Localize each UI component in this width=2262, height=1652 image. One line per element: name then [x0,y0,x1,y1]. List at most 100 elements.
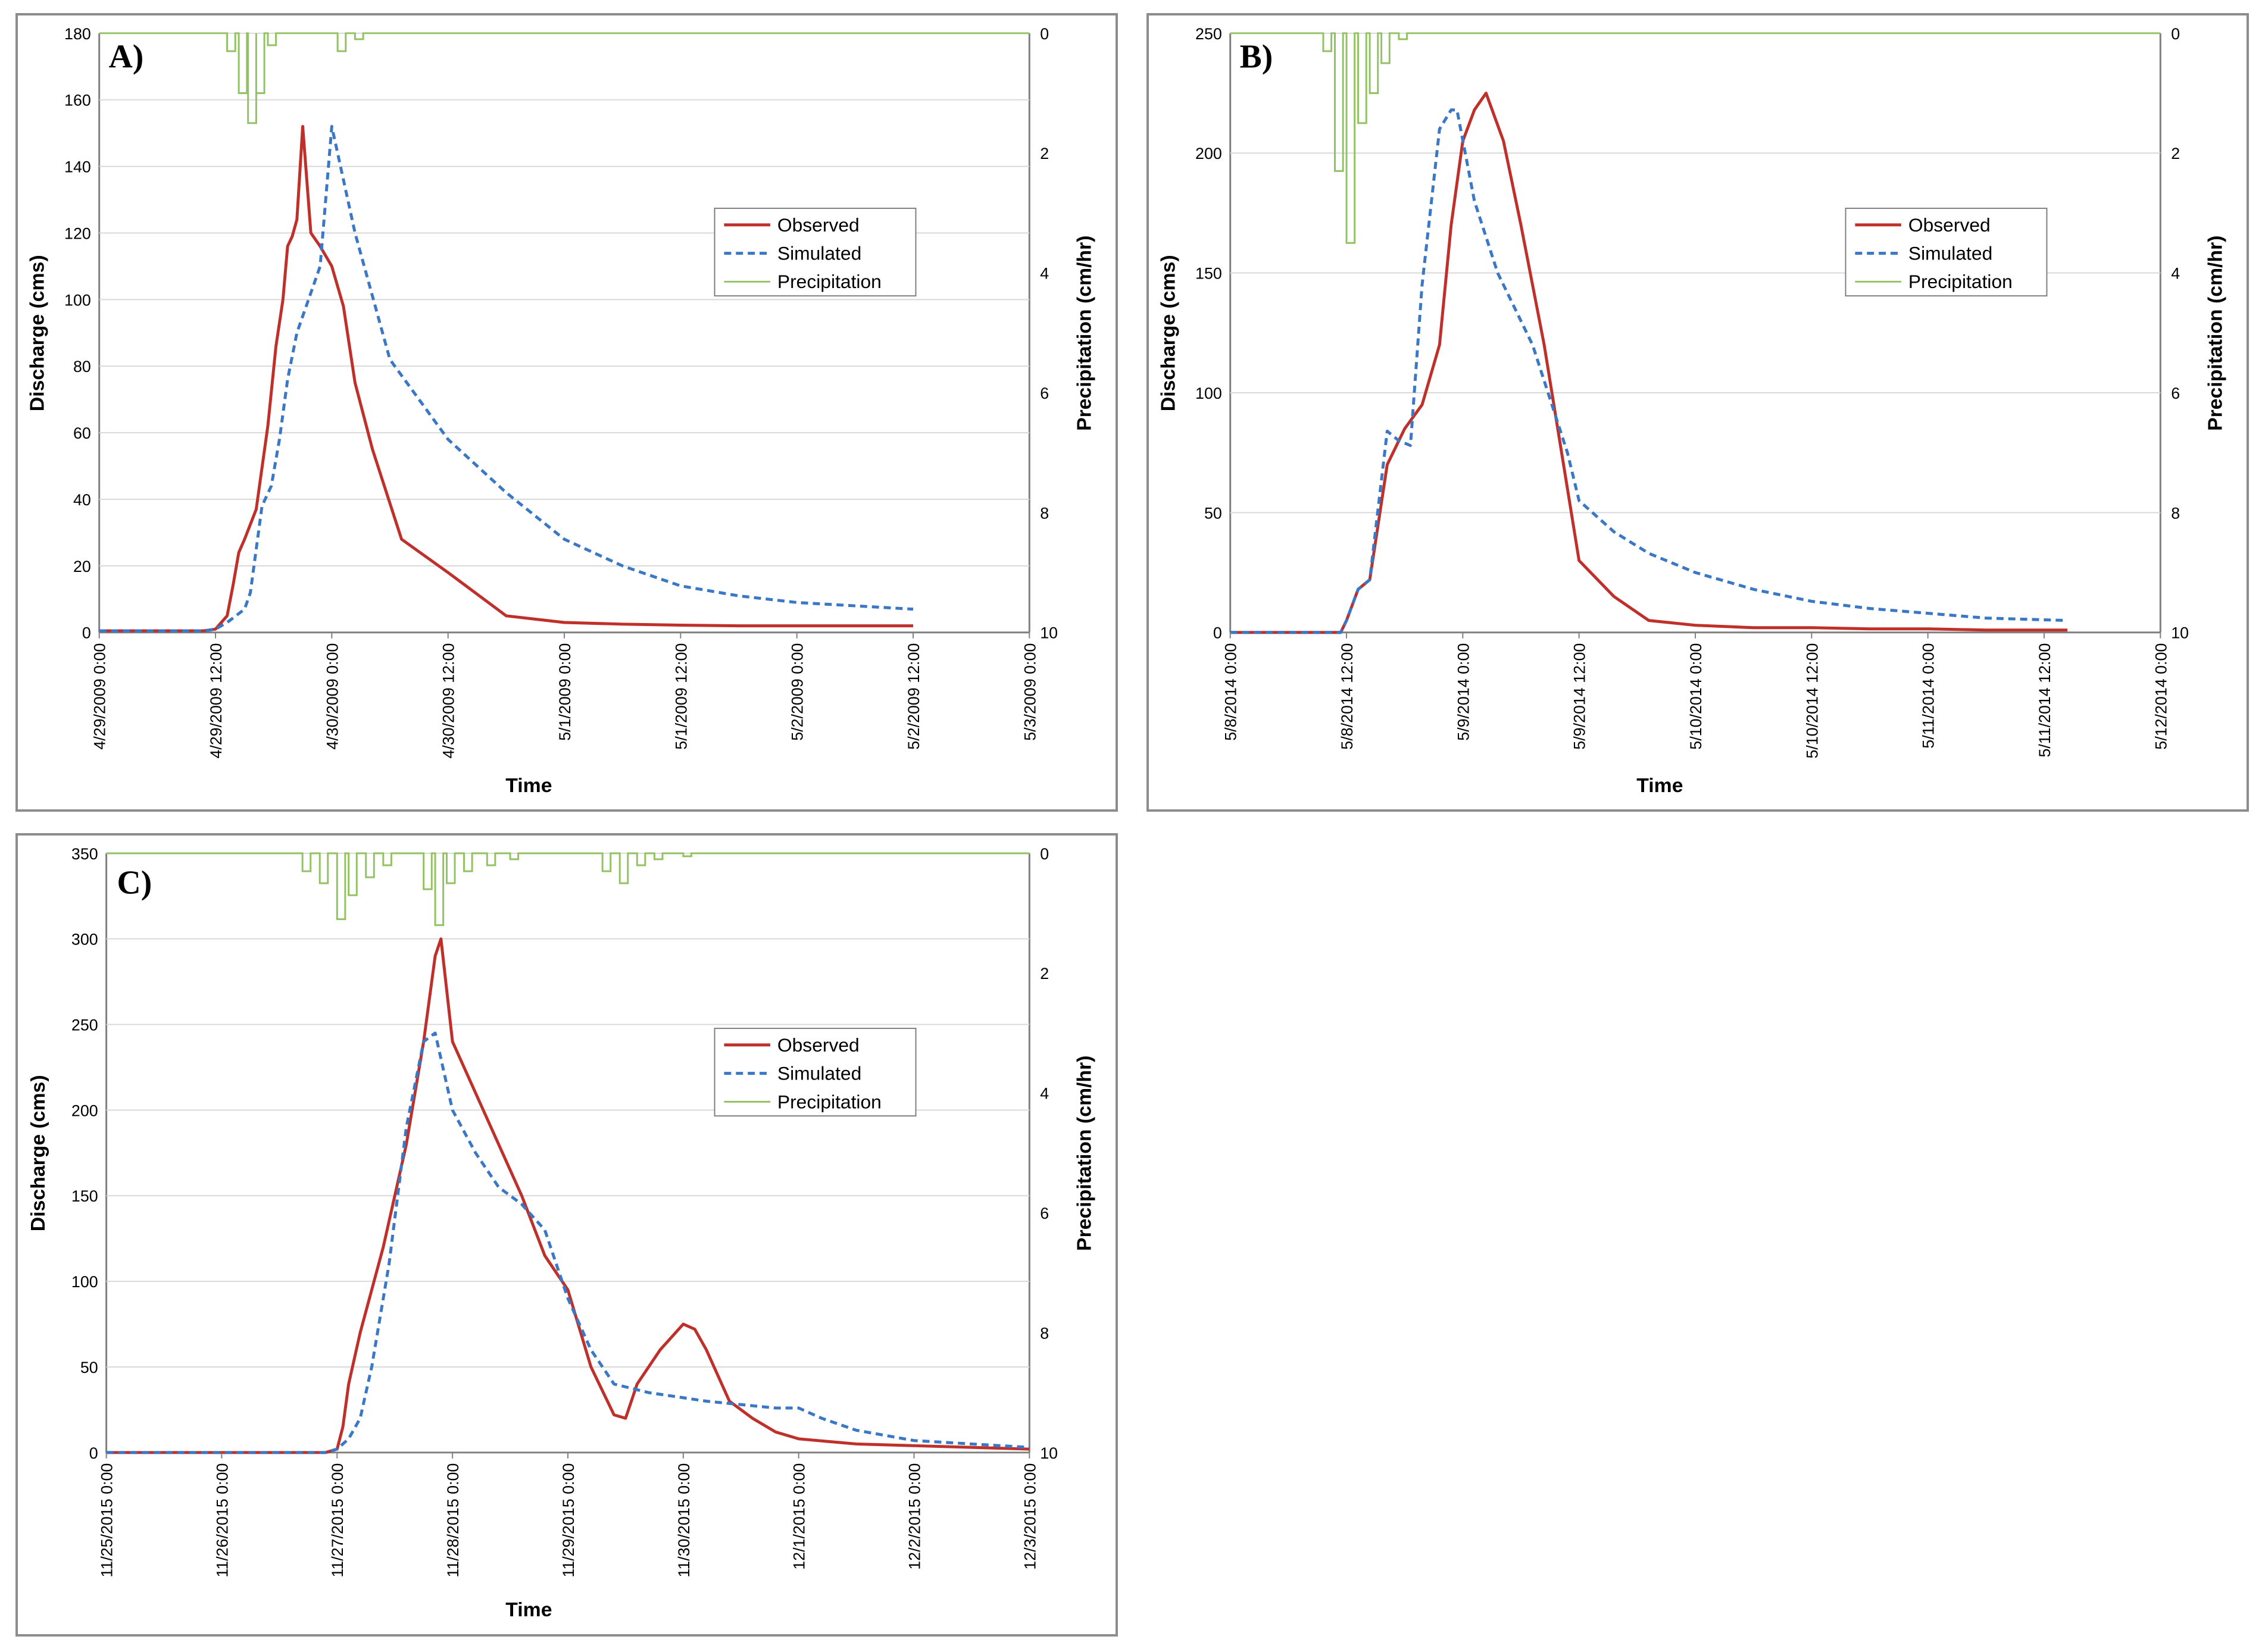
x-tick-label: 5/2/2009 12:00 [905,643,923,750]
x-tick-label: 4/30/2009 12:00 [440,643,458,759]
y2-tick-label: 0 [1040,25,1049,43]
grid [106,852,1030,1368]
x-tick-label: 5/3/2009 0:00 [1021,643,1039,741]
observed-series [99,124,914,633]
chart-c: 0 50 100 150 200 250 300 350 0 2 4 6 8 10 11/25/2015 0… [27,845,1096,1621]
y2-axis-title: Precipitation (cm/hr) [1073,1056,1096,1251]
x-tick-label: 5/1/2009 12:00 [672,643,690,750]
y-axis-title: Discharge (cms) [1157,255,1179,411]
observed-series [1230,92,2068,634]
panel-a: 0 20 40 60 80 100 120 140 160 180 0 2 4 6 8 10 4/29/2009… [15,13,1118,812]
ticks: 0 20 40 60 80 100 120 140 160 180 0 2 4 6 8 10 4/29/2009… [64,25,1058,759]
legend: Observed Simulated Precipitation [714,208,917,297]
y2-tick-label: 2 [1040,145,1049,162]
x-tick-label: 12/2/2015 0:00 [905,1463,923,1570]
x-tick-label: 4/29/2009 0:00 [91,643,109,750]
panel-c: 0 50 100 150 200 250 300 350 0 2 4 6 8 10 11/25/2015 0… [15,833,1118,1637]
y2-tick-label: 4 [2171,265,2180,283]
y2-tick-label: 8 [1040,1324,1049,1342]
grid [99,32,1030,567]
y-tick-label: 100 [1195,384,1222,402]
y2-tick-label: 6 [1040,384,1049,402]
y2-tick-label: 0 [2171,25,2180,43]
x-tick-label: 5/12/2014 0:00 [2152,643,2170,750]
y2-axis-title: Precipitation (cm/hr) [1073,236,1096,431]
legend-precipitation-label: Precipitation [777,1091,882,1112]
precipitation-series [1230,32,2161,244]
y2-tick-label: 6 [2171,384,2180,402]
y-tick-label: 50 [80,1359,98,1376]
y-tick-label: 300 [71,931,98,949]
y-tick-label: 50 [1204,504,1222,522]
x-tick-label: 11/25/2015 0:00 [98,1463,116,1578]
x-tick-label: 4/30/2009 0:00 [323,643,341,750]
y-tick-label: 160 [64,92,91,109]
simulated-series [99,124,914,633]
legend-simulated-label: Simulated [1908,243,1992,264]
precipitation-series [99,32,1030,124]
legend: Observed Simulated Precipitation [714,1028,917,1117]
y-tick-label: 150 [1195,265,1222,283]
y2-tick-label: 8 [1040,504,1049,522]
x-tick-label: 5/8/2014 0:00 [1222,643,1240,741]
y-axis-title: Discharge (cms) [26,255,48,411]
x-tick-label: 11/26/2015 0:00 [213,1463,231,1578]
y-tick-label: 0 [82,624,91,642]
x-tick-label: 11/30/2015 0:00 [675,1463,693,1578]
x-tick-label: 5/9/2014 0:00 [1454,643,1472,741]
x-tick-label: 5/8/2014 12:00 [1338,643,1356,750]
series [1230,32,2161,634]
legend-simulated-label: Simulated [777,1063,861,1084]
legend-observed-label: Observed [777,214,860,236]
y2-tick-label: 10 [1040,624,1058,642]
x-tick-label: 11/27/2015 0:00 [329,1463,346,1578]
legend-observed-label: Observed [1908,214,1991,236]
legend: Observed Simulated Precipitation [1845,208,2048,297]
chart-b: 0 50 100 150 200 250 0 2 4 6 8 10 5/8/2014 0:00 5/8/2… [1157,25,2227,797]
y2-tick-label: 10 [2171,624,2189,642]
x-tick-label: 11/28/2015 0:00 [444,1463,462,1578]
x-tick-label: 5/11/2014 12:00 [2036,643,2054,758]
y-axis-title: Discharge (cms) [27,1075,49,1231]
simulated-series [1230,108,2068,634]
legend-precipitation-label: Precipitation [777,271,882,292]
chart-a: 0 20 40 60 80 100 120 140 160 180 0 2 4 6 8 10 4/29/2009… [26,25,1096,797]
x-tick-label: 11/29/2015 0:00 [560,1463,577,1578]
x-tick-label: 5/1/2009 0:00 [556,643,574,741]
y2-tick-label: 4 [1040,265,1049,283]
panel-label: A) [109,38,144,75]
y-tick-label: 250 [71,1016,98,1034]
y2-tick-label: 0 [1040,845,1049,863]
y2-tick-label: 6 [1040,1204,1049,1222]
x-tick-label: 5/10/2014 12:00 [1803,643,1821,759]
observed-series [106,937,1030,1454]
y2-tick-label: 2 [2171,145,2180,162]
y-tick-label: 200 [71,1102,98,1119]
x-axis-title: Time [505,1598,552,1621]
y-tick-label: 0 [1213,624,1222,642]
y-tick-label: 250 [1195,25,1222,43]
y-tick-label: 150 [71,1187,98,1205]
y-tick-label: 80 [73,358,91,376]
panel-label: C) [117,864,152,901]
series [106,852,1030,1454]
series [99,32,1030,633]
legend-precipitation-label: Precipitation [1908,271,2013,292]
y-tick-label: 100 [71,1273,98,1291]
x-axis-title: Time [1636,774,1683,797]
panel-label: B) [1240,38,1273,75]
legend-simulated-label: Simulated [777,243,861,264]
ticks: 0 50 100 150 200 250 0 2 4 6 8 10 5/8/2014 0:00 5/8/2… [1195,25,2189,759]
x-tick-label: 5/10/2014 0:00 [1687,643,1705,750]
y2-tick-label: 8 [2171,504,2180,522]
y-tick-label: 60 [73,424,91,442]
y2-tick-label: 10 [1040,1444,1058,1462]
x-tick-label: 5/9/2014 12:00 [1571,643,1589,750]
y-tick-label: 0 [89,1444,98,1462]
x-tick-label: 4/29/2009 12:00 [207,643,225,759]
y-tick-label: 120 [64,224,91,242]
y-tick-label: 350 [71,845,98,863]
y2-axis-title: Precipitation (cm/hr) [2204,236,2227,431]
x-tick-label: 5/11/2014 0:00 [1920,643,1938,749]
x-axis-title: Time [505,774,552,797]
